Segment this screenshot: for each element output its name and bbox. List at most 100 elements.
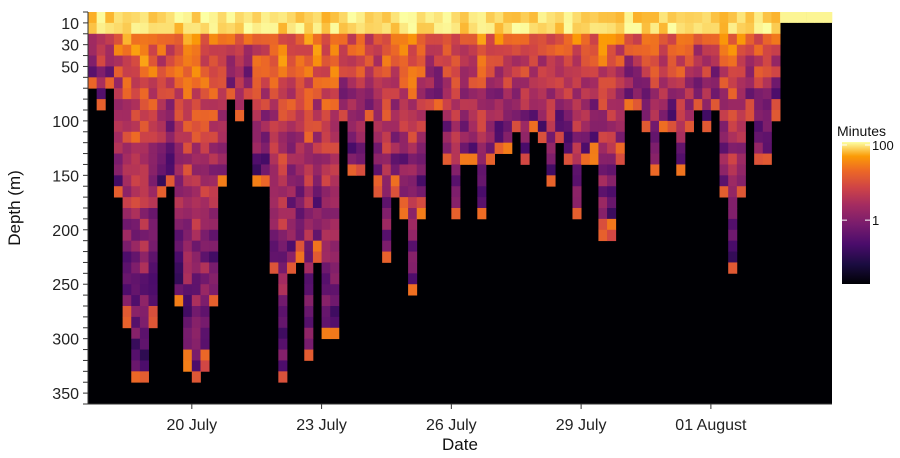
heatmap-cell [503,110,513,122]
heatmap-cell [546,77,556,89]
heatmap-cell [667,110,677,122]
heatmap-cell [598,12,608,24]
heatmap-cell [762,142,772,154]
heatmap-cell [658,120,669,133]
heatmap-cell [209,197,219,209]
heatmap-cell [736,66,746,78]
heatmap-cell [693,22,703,35]
heatmap-cell [261,66,271,78]
heatmap-cell [633,77,643,89]
heatmap-cell [442,99,452,111]
heatmap-cell [243,12,253,24]
heatmap-cell [615,110,625,122]
heatmap-cell [312,142,322,154]
heatmap-cell [157,99,167,111]
heatmap-cell [485,55,495,67]
heatmap-cell [408,164,418,176]
heatmap-cell [658,22,669,35]
heatmap-cell [693,55,703,67]
heatmap-cell [598,153,608,165]
heatmap-cell [295,88,305,100]
heatmap-cell [304,338,314,350]
heatmap-cell [174,131,184,144]
heatmap-cell [269,197,279,209]
heatmap-cell [494,55,504,67]
heatmap-cell [607,153,617,165]
heatmap-cell [598,218,608,231]
heatmap-cell [425,22,435,35]
heatmap-cell [209,110,219,122]
heatmap-cell [451,66,461,78]
heatmap-cell [165,120,175,133]
heatmap-cell [165,55,175,67]
heatmap-cell [607,175,617,187]
heatmap-cell [209,77,219,89]
heatmap-cell [615,33,625,46]
heatmap-cell [434,77,444,89]
heatmap-cell [174,240,184,252]
heatmap-cell [321,22,331,35]
heatmap-cell [183,262,193,274]
heatmap-cell [373,12,383,24]
heatmap-cell [728,44,738,56]
heatmap-cell [191,218,201,231]
heatmap-cell [408,110,418,122]
heatmap-cell [589,44,599,56]
heatmap-cell [442,33,452,46]
heatmap-cell [356,131,366,144]
heatmap-cell [477,44,487,56]
heatmap-cell [200,153,210,165]
heatmap-cell [408,142,418,154]
heatmap-cell [503,120,513,133]
heatmap-cell [710,66,720,78]
heatmap-cell [451,55,461,67]
heatmap-cell [200,229,210,242]
heatmap-cell [295,66,305,78]
heatmap-cell [477,164,487,176]
heatmap-cell [762,131,772,144]
heatmap-cell [693,66,703,78]
heatmap-cell [607,142,617,154]
heatmap-cell [148,306,158,318]
heatmap-cell [174,88,184,100]
heatmap-cell [537,110,547,122]
heatmap-cell [243,44,253,56]
heatmap-cell [451,44,461,56]
heatmap-cell [139,273,149,285]
heatmap-cell [529,55,539,67]
heatmap-cell [148,164,158,176]
heatmap-cell [425,88,435,100]
heatmap-cell [572,22,582,35]
heatmap-cell [356,110,366,122]
heatmap-cell [390,55,400,67]
heatmap-cell [607,33,617,46]
heatmap-cell [546,55,556,67]
heatmap-cell [416,12,426,24]
heatmap-cell [382,120,392,133]
heatmap-cell [338,77,348,89]
heatmap-cell [451,131,461,144]
heatmap-cell [754,110,764,122]
heatmap-cell [477,208,487,220]
heatmap-cell [641,99,651,111]
heatmap-cell [269,164,279,176]
heatmap-cell [148,99,158,111]
heatmap-cell [572,55,582,67]
heatmap-cell [235,99,245,111]
heatmap-cell [131,33,141,46]
heatmap-cell [425,33,435,46]
heatmap-cell [191,88,201,100]
heatmap-cell [209,142,219,154]
heatmap-cell [503,142,513,154]
heatmap-cell [209,262,219,274]
heatmap-cell [139,66,149,78]
heatmap-cell [598,120,608,133]
heatmap-cell [347,120,357,133]
heatmap-cell [494,110,504,122]
heatmap-cell [183,186,193,198]
heatmap-cell [650,142,660,154]
heatmap-cell [330,218,340,231]
heatmap-cell [382,66,392,78]
heatmap-cell [183,284,193,296]
